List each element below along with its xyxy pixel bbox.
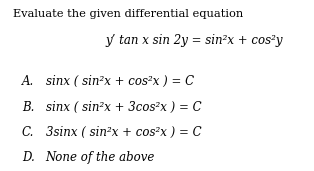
Text: sinx ( sin²x + cos²x ) = C: sinx ( sin²x + cos²x ) = C xyxy=(46,75,194,88)
Text: Evaluate the given differential equation: Evaluate the given differential equation xyxy=(13,9,243,18)
Text: D.: D. xyxy=(22,151,35,164)
Text: B.: B. xyxy=(22,101,34,114)
Text: C.: C. xyxy=(22,126,34,139)
Text: None of the above: None of the above xyxy=(46,151,155,164)
Text: y’ tan x sin 2y = sin²x + cos²y: y’ tan x sin 2y = sin²x + cos²y xyxy=(106,34,284,47)
Text: sinx ( sin²x + 3cos²x ) = C: sinx ( sin²x + 3cos²x ) = C xyxy=(46,101,201,114)
Text: A.: A. xyxy=(22,75,34,88)
Text: 3sinx ( sin²x + cos²x ) = C: 3sinx ( sin²x + cos²x ) = C xyxy=(46,126,201,139)
